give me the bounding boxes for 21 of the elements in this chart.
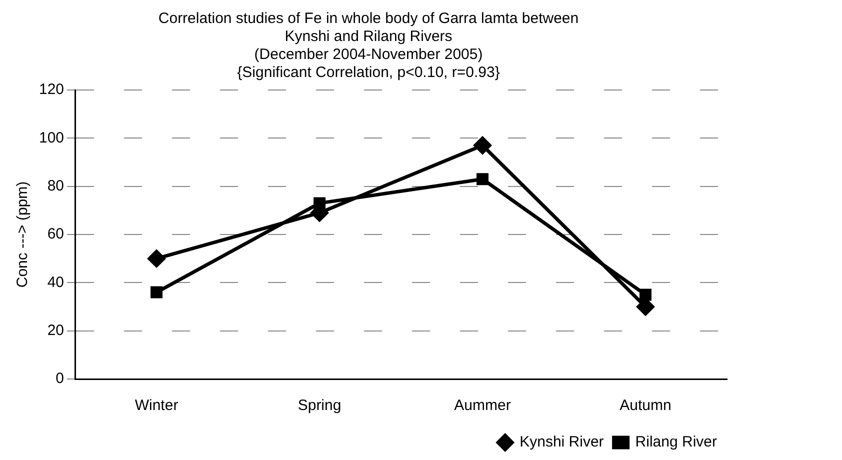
- y-tick-label: 80: [47, 177, 64, 194]
- y-tick-label: 60: [47, 226, 64, 243]
- x-tick-label: Aummer: [454, 397, 511, 414]
- y-tick-label: 120: [38, 81, 64, 98]
- point: [476, 173, 489, 186]
- x-tick-label: Winter: [134, 397, 178, 414]
- y-tick-label: 100: [38, 129, 64, 146]
- chart-subtitle: (December 2004-November 2005) {Significant Correlation, p<0.10, r=0.93}: [237, 46, 500, 82]
- y-tick-label: 40: [47, 274, 64, 291]
- point: [474, 136, 492, 154]
- point: [148, 250, 166, 268]
- y-tick-label: 20: [47, 322, 64, 339]
- legend-label: Rilang River: [635, 434, 718, 451]
- y-axis-title: Conc ---> (ppm): [14, 181, 32, 288]
- x-tick-label: Autumn: [620, 397, 672, 414]
- legend-label: Kynshi River: [520, 434, 604, 451]
- y-tick-label: 0: [56, 370, 64, 388]
- point: [150, 286, 163, 298]
- chart-title: Correlation studies of Fe in whole body of Garra lamta between Kynshi and Rilang Rivers: [158, 10, 579, 46]
- point: [640, 288, 652, 301]
- x-tick-label: Spring: [298, 397, 342, 414]
